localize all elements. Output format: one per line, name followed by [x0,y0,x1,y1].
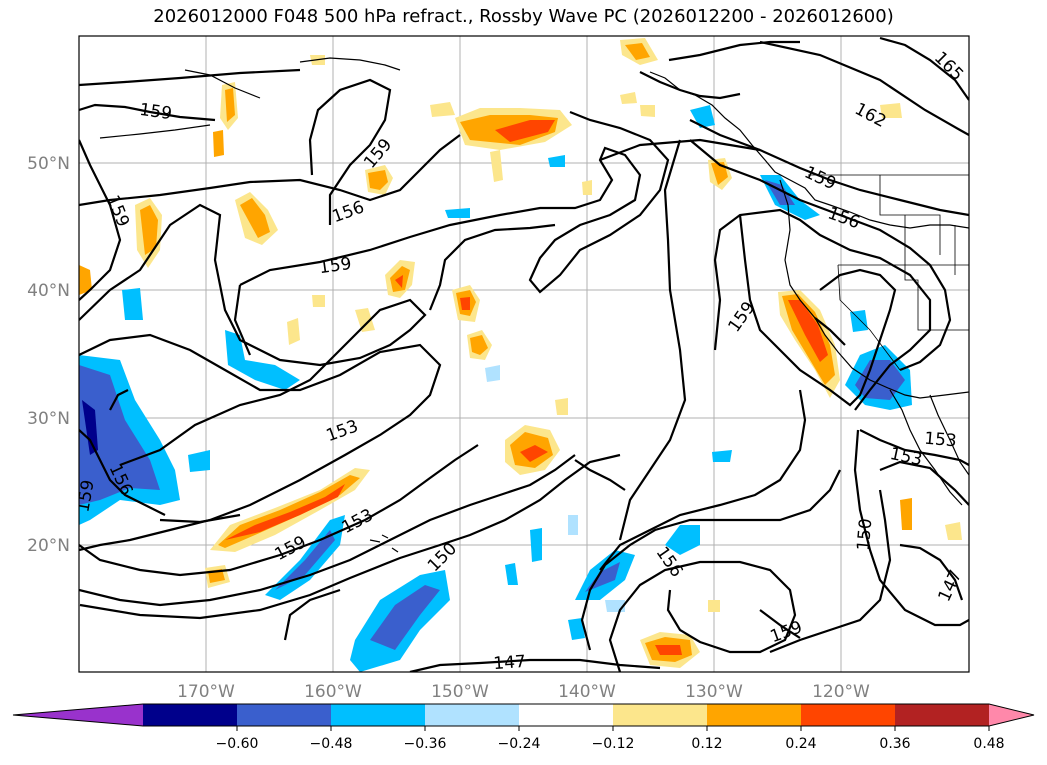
colorbar: −0.60 −0.48 −0.36 −0.24 −0.12 0.12 0.24 0.36 0.4… [12,703,1035,752]
longitude-labels: 170°W 160°W 150°W 140°W 130°W 120°W [177,682,870,702]
colorbar-tick-label: −0.48 [310,736,353,752]
lat-label: 50°N [27,154,70,174]
colorbar-segment [331,704,426,726]
colorbar-segment [237,704,332,726]
colorbar-segment [519,704,614,726]
latitude-labels: 50°N 40°N 30°N 20°N [27,154,70,556]
colorbar-segment [425,704,520,726]
colorbar-segment [707,704,802,726]
contour-label: 153 [923,429,957,452]
contour-label: 159 [73,478,98,513]
contour-lines [79,36,969,672]
lon-label: 170°W [177,682,235,702]
colorbar-segment [801,704,896,726]
lat-label: 40°N [27,281,70,301]
positive-anomaly-fill [79,38,962,668]
map-frame [78,35,970,673]
contour-label: 150 [854,518,877,552]
colorbar-outline [12,703,1035,727]
contour-label: 159 [318,254,353,278]
contour-label: 159 [138,100,173,124]
map-content: 159 159 159 156 159 159 162 165 159 156 … [73,36,969,674]
colorbar-tick-label: −0.60 [216,736,259,752]
lon-label: 150°W [431,682,489,702]
colorbar-segment [613,704,708,726]
map-title: 2026012000 F048 500 hPa refract., Rossby… [153,6,894,27]
colorbar-tick-label: −0.24 [498,736,541,752]
colorbar-tick-label: 0.12 [691,736,722,752]
lon-label: 160°W [304,682,362,702]
coastlines [99,57,969,553]
colorbar-extend-high [989,704,1034,726]
lon-label: 120°W [812,682,870,702]
lon-label: 130°W [685,682,743,702]
lon-label: 140°W [558,682,616,702]
colorbar-tick-label: −0.12 [592,736,635,752]
colorbar-tick-label: 0.36 [879,736,910,752]
lat-label: 20°N [27,536,70,556]
colorbar-tick-label: −0.36 [404,736,447,752]
colorbar-tick-label: 0.48 [973,736,1004,752]
colorbar-segment [895,704,990,726]
contour-label: 147 [493,652,527,674]
colorbar-extend-low [13,704,143,726]
colorbar-segment [143,704,238,726]
colorbar-tick-label: 0.24 [785,736,816,752]
lat-label: 30°N [27,409,70,429]
